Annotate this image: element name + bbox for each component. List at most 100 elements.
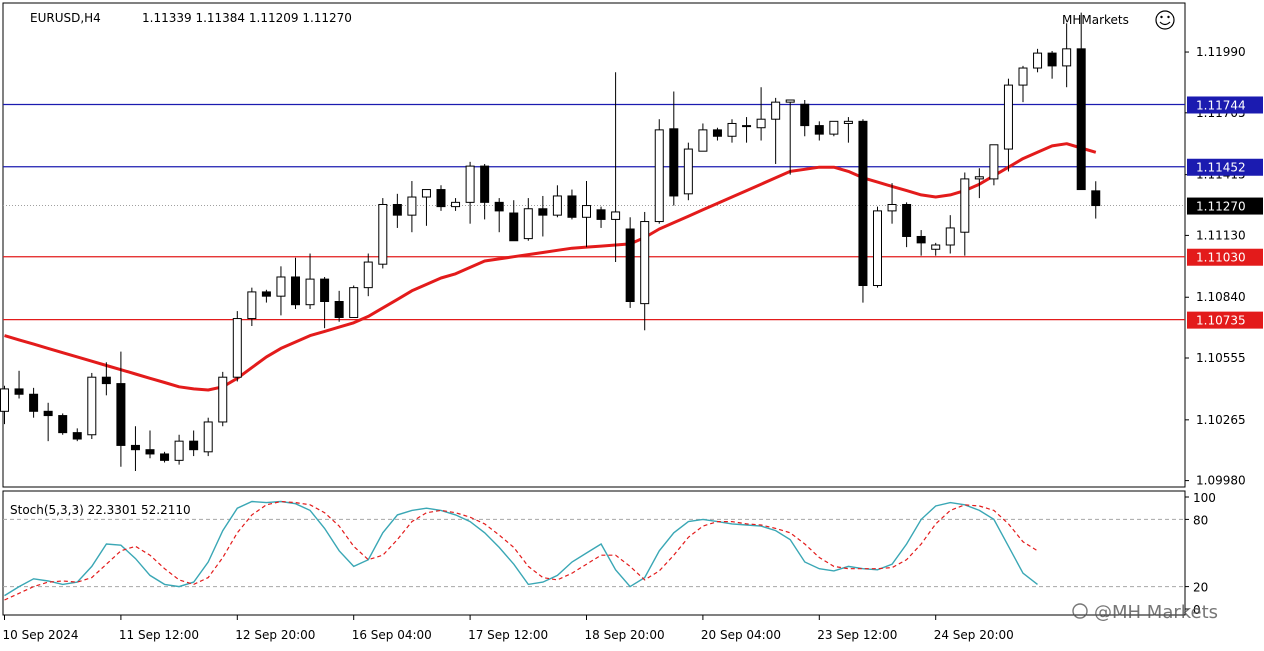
candle bbox=[712, 127, 722, 141]
time-tick-label: 18 Sep 20:00 bbox=[585, 628, 665, 642]
candle bbox=[407, 181, 417, 233]
price-tick-label: 1.10265 bbox=[1196, 413, 1246, 427]
candle-body-up bbox=[829, 120, 839, 135]
candle-body-up bbox=[974, 176, 984, 180]
candle bbox=[582, 181, 591, 248]
candle-body-down bbox=[14, 388, 24, 395]
price-tick-label: 1.10555 bbox=[1196, 351, 1246, 365]
candle-body-down bbox=[29, 393, 39, 412]
candle-body-up bbox=[232, 318, 242, 378]
candle-body-up bbox=[698, 129, 708, 152]
candle-body-up bbox=[771, 101, 781, 120]
candle-body-down bbox=[43, 410, 53, 417]
candle-body-up bbox=[960, 178, 970, 233]
candle bbox=[931, 242, 941, 256]
candle bbox=[1076, 12, 1086, 191]
candle bbox=[29, 387, 39, 418]
candle bbox=[771, 97, 781, 164]
candle bbox=[1018, 65, 1028, 103]
support-level-tag bbox=[1187, 248, 1263, 266]
candle bbox=[873, 206, 882, 288]
candle-body-down bbox=[902, 203, 912, 237]
candle-body-up bbox=[945, 227, 955, 246]
candle bbox=[1033, 48, 1043, 73]
candle bbox=[611, 72, 621, 263]
candle-body-up bbox=[451, 201, 461, 208]
candle bbox=[902, 202, 912, 248]
candle bbox=[552, 185, 562, 218]
candle-body-down bbox=[480, 165, 490, 203]
candle-body-up bbox=[989, 144, 999, 180]
candle bbox=[785, 99, 795, 175]
candle-body-up bbox=[582, 205, 591, 218]
candle bbox=[247, 287, 257, 327]
candle bbox=[567, 189, 577, 220]
price-tick-label: 1.09980 bbox=[1196, 474, 1246, 488]
candle-body-up bbox=[742, 125, 752, 128]
main-price-levels bbox=[3, 103, 1185, 321]
main-panel-frame bbox=[2, 2, 1186, 488]
candle bbox=[494, 198, 504, 233]
candle-body-up bbox=[683, 148, 693, 195]
candle-body-up bbox=[465, 165, 475, 203]
candle bbox=[363, 253, 373, 297]
candle bbox=[378, 198, 388, 269]
candle bbox=[698, 123, 708, 152]
candle-body-up bbox=[523, 208, 533, 240]
candle bbox=[916, 230, 926, 256]
candle-body-up bbox=[785, 99, 795, 103]
stoch-d-line bbox=[4, 500, 1038, 601]
stochastic-panel-frame bbox=[2, 490, 1186, 616]
resistance-level-tag bbox=[1187, 158, 1263, 176]
candle-body-down bbox=[72, 432, 82, 440]
candle bbox=[1062, 23, 1072, 88]
candle-body-down bbox=[814, 125, 824, 135]
candlesticks bbox=[0, 12, 1101, 472]
current-price-label: 1.11270 bbox=[1196, 200, 1246, 214]
candle bbox=[116, 351, 126, 467]
candle-body-down bbox=[291, 276, 300, 306]
candle bbox=[276, 266, 286, 316]
ohlc-values: 1.11339 1.11384 1.11209 1.11270 bbox=[142, 11, 352, 25]
candle-body-down bbox=[116, 383, 126, 446]
candle bbox=[101, 362, 111, 396]
stoch-tick-label: 20 bbox=[1193, 581, 1208, 595]
candle bbox=[392, 193, 402, 228]
candle-body-up bbox=[640, 221, 650, 305]
candle-body-up bbox=[363, 261, 373, 289]
candle-body-up bbox=[1003, 84, 1013, 150]
candle bbox=[509, 200, 519, 242]
candle bbox=[1003, 78, 1013, 172]
candle bbox=[887, 183, 897, 224]
candle bbox=[683, 142, 693, 201]
candle-body-down bbox=[567, 195, 577, 218]
candle bbox=[451, 198, 461, 211]
stochastic-lines bbox=[4, 500, 1038, 601]
candle bbox=[814, 121, 824, 141]
candle bbox=[421, 189, 431, 226]
candle-body-down bbox=[596, 209, 606, 220]
candle-body-down bbox=[58, 415, 68, 434]
watermark: @MH Markets bbox=[1072, 602, 1218, 623]
candle bbox=[320, 276, 330, 329]
candle-body-up bbox=[218, 376, 228, 423]
candle bbox=[742, 117, 752, 143]
stoch-tick-label: 0 bbox=[1193, 603, 1201, 617]
candle bbox=[0, 385, 9, 425]
candle-body-up bbox=[1033, 52, 1043, 69]
candle bbox=[261, 289, 271, 303]
candle-body-up bbox=[0, 388, 9, 412]
time-axis: 10 Sep 2024 11 Sep 12:00 12 Sep 20:00 16 Se… bbox=[3, 615, 1014, 642]
candle-body-down bbox=[916, 235, 926, 244]
candle bbox=[538, 195, 548, 237]
time-tick-label: 17 Sep 12:00 bbox=[468, 628, 548, 642]
symbol-timeframe: EURUSD,H4 bbox=[30, 11, 101, 25]
candle-body-down bbox=[261, 291, 271, 297]
candle bbox=[436, 185, 446, 211]
candle bbox=[72, 428, 82, 442]
candle-body-up bbox=[843, 120, 853, 124]
watermark-logo-icon bbox=[1072, 603, 1088, 619]
stoch-tick-label: 100 bbox=[1193, 491, 1216, 505]
candle-body-down bbox=[509, 212, 519, 242]
